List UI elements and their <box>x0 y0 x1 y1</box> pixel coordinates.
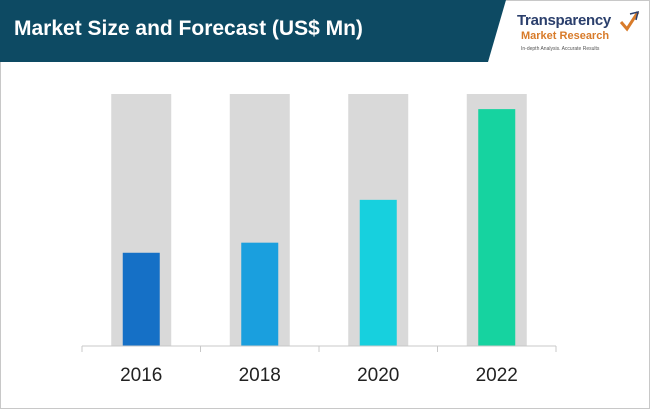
logo-name: Transparency <box>517 12 611 29</box>
x-tick-label-2022: 2022 <box>476 365 518 386</box>
logo-subtitle: Market Research <box>521 30 610 42</box>
company-logo: Transparency Market Research In-depth An… <box>514 10 644 58</box>
chart-title: Market Size and Forecast (US$ Mn) <box>14 17 363 40</box>
x-tick-label-2016: 2016 <box>120 365 162 386</box>
bar-2022 <box>478 109 516 347</box>
header-banner-shape <box>0 0 506 62</box>
header-banner: Market Size and Forecast (US$ Mn) <box>0 0 650 62</box>
x-tick-label-2020: 2020 <box>357 365 399 386</box>
logo-tagline: In-depth Analysis. Accurate Results <box>521 46 600 52</box>
bar-2016 <box>122 252 160 346</box>
bar-2020 <box>359 199 397 346</box>
x-tick-label-2018: 2018 <box>239 365 281 386</box>
bar-2018 <box>241 242 279 346</box>
logo-check-icon <box>619 10 640 32</box>
